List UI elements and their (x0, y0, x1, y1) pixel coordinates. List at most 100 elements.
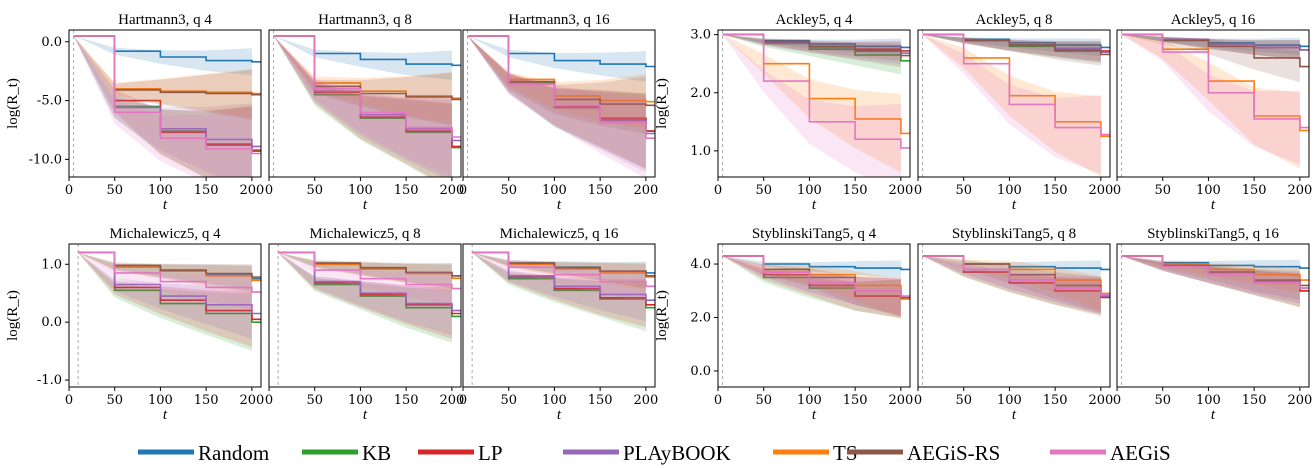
legend-item: Random (138, 441, 269, 465)
band-aegis (1121, 256, 1300, 304)
band-playbook (467, 35, 646, 173)
x-tick-label: 150 (394, 183, 419, 198)
y-axis-label: log(R_t) (654, 78, 670, 129)
axes-frame (917, 243, 1111, 388)
y-tick-label: 2.0 (690, 311, 711, 326)
legend-label: PLAyBOOK (623, 441, 731, 465)
x-tick-label: 200 (1088, 183, 1113, 198)
panels: Hartmann3, q 4 0 50 100 150 200 t 0.0 -5.0 -10.0 l… (5, 12, 1312, 423)
band-aegis-rs (1121, 34, 1300, 83)
x-tick-label: 50 (1154, 183, 1171, 198)
x-axis-label: t (557, 407, 562, 423)
axes-frame (68, 243, 262, 388)
x-tick-label: 0 (914, 183, 922, 198)
plot-area (471, 244, 655, 387)
x-tick-label: 50 (500, 183, 517, 198)
y-tick-label: 0.0 (41, 35, 62, 50)
panel-title: Ackley5, q 16 (1171, 12, 1256, 28)
band-ts (472, 252, 646, 290)
x-tick-label: 200 (239, 183, 264, 198)
plot-area (73, 30, 261, 177)
plot-area (273, 30, 461, 177)
band-playbook (722, 256, 901, 317)
x-tick-label: 100 (148, 183, 173, 198)
band-aegis (273, 35, 452, 177)
band-lp (467, 35, 646, 169)
x-tick-label: 50 (106, 183, 123, 198)
legend-label: KB (362, 441, 391, 465)
axes-frame (717, 243, 911, 388)
band-aegis (722, 256, 901, 315)
x-tick-label: 150 (394, 393, 419, 408)
band-aegis-rs (722, 256, 901, 317)
x-tick-label: 150 (843, 183, 868, 198)
x-tick-label: 200 (239, 393, 264, 408)
band-ts (922, 34, 1101, 177)
y-axis-label: log(R_t) (5, 290, 21, 341)
axes-frame (462, 243, 656, 388)
plot-area (922, 244, 1110, 387)
x-tick-label: 150 (588, 183, 613, 198)
x-axis-label: t (363, 197, 368, 213)
x-tick-label: 100 (148, 393, 173, 408)
chart-panel: Ackley5, q 4 0 50 100 150 200 t 3.0 2.0 1.0 log(R_… (654, 12, 913, 213)
legend-label: Random (198, 441, 269, 465)
chart-panel: StyblinskiTang5, q 16 0 50 100 150 200 t (1113, 226, 1312, 423)
axes-frame (268, 243, 462, 388)
band-aegis-rs (922, 34, 1101, 66)
x-tick-label: 0 (1113, 183, 1121, 198)
legend-item: PLAyBOOK (563, 441, 731, 465)
band-lp (1121, 256, 1300, 308)
band-playbook (922, 256, 1101, 315)
band-aegis-rs (273, 35, 452, 126)
band-aegis-rs (722, 34, 901, 68)
x-tick-label: 50 (106, 393, 123, 408)
band-aegis-rs (78, 252, 252, 290)
x-tick-label: 200 (888, 393, 913, 408)
y-tick-label: 0.0 (41, 315, 62, 330)
x-tick-label: 200 (1287, 393, 1312, 408)
band-kb (922, 34, 1101, 63)
chart-panel: Hartmann3, q 4 0 50 100 150 200 t 0.0 -5.0 -10.0 l… (5, 12, 264, 213)
band-random (273, 35, 452, 80)
x-tick-label: 150 (194, 183, 219, 198)
chart-panel: Hartmann3, q 8 0 50 100 150 200 t (265, 12, 464, 213)
x-tick-label: 100 (1196, 183, 1221, 198)
series-line-aegis (467, 35, 655, 139)
band-kb (472, 252, 646, 332)
band-aegis-rs (922, 256, 1101, 313)
plot-area (922, 30, 1110, 177)
y-tick-label: 0.0 (690, 364, 711, 379)
x-tick-label: 0 (459, 393, 467, 408)
band-aegis-rs (278, 252, 452, 289)
band-aegis-rs (73, 35, 252, 120)
y-tick-label: -10.0 (29, 152, 62, 167)
band-lp (922, 256, 1101, 317)
x-axis-label: t (363, 407, 368, 423)
chart-panel: Ackley5, q 16 0 50 100 150 200 t (1113, 12, 1312, 213)
band-random (1121, 256, 1300, 277)
x-tick-label: 100 (997, 393, 1022, 408)
series-line-aegis (78, 251, 261, 293)
y-axis-label: log(R_t) (5, 78, 21, 129)
chart-panel: Michalewicz5, q 4 0 50 100 150 200 t 1.0 0.0 -1.0… (5, 226, 264, 423)
x-axis-label: t (163, 197, 168, 213)
x-tick-label: 50 (306, 183, 323, 198)
series-line-aegis (922, 33, 1110, 136)
series-line-aegis (273, 35, 461, 138)
band-aegis (1121, 34, 1300, 165)
x-tick-label: 0 (265, 393, 273, 408)
plot-area (722, 244, 910, 387)
band-aegis (73, 35, 252, 177)
band-kb (73, 35, 252, 177)
y-tick-label: -5.0 (37, 94, 62, 109)
chart-panel: Ackley5, q 8 0 50 100 150 200 t (914, 12, 1113, 213)
band-playbook (73, 35, 252, 177)
x-tick-label: 150 (1043, 183, 1068, 198)
series-line-aegis (722, 255, 910, 297)
x-axis-label: t (163, 407, 168, 423)
plot-area (77, 244, 261, 387)
legend-item: LP (418, 441, 503, 465)
x-axis-label: t (1211, 197, 1216, 213)
